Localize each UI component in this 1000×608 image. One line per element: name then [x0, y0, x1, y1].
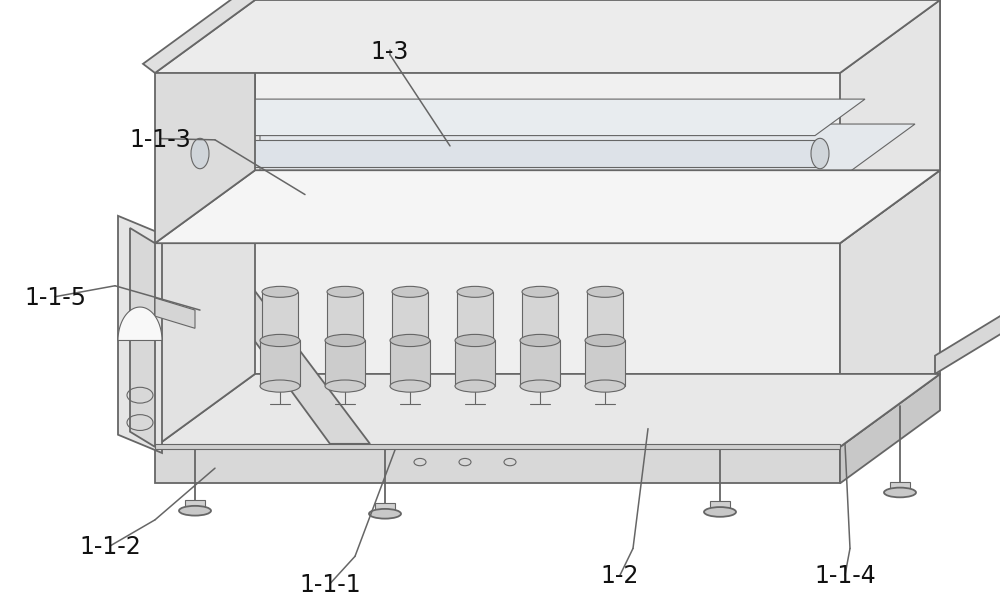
Ellipse shape: [522, 286, 558, 297]
Polygon shape: [255, 0, 940, 170]
Polygon shape: [118, 216, 162, 453]
Text: 1-2: 1-2: [601, 564, 639, 588]
Text: 1-1-1: 1-1-1: [299, 573, 361, 596]
Ellipse shape: [587, 286, 623, 297]
Ellipse shape: [585, 380, 625, 392]
Polygon shape: [155, 374, 940, 447]
Ellipse shape: [327, 335, 363, 346]
Ellipse shape: [392, 286, 428, 297]
Polygon shape: [392, 292, 428, 340]
Ellipse shape: [884, 488, 916, 497]
Ellipse shape: [457, 335, 493, 346]
Polygon shape: [155, 0, 255, 243]
Polygon shape: [520, 340, 560, 386]
Polygon shape: [175, 172, 925, 234]
Polygon shape: [155, 243, 840, 447]
Polygon shape: [260, 340, 300, 386]
Polygon shape: [840, 0, 940, 243]
Ellipse shape: [179, 506, 211, 516]
Text: 1-3: 1-3: [371, 40, 409, 63]
Polygon shape: [200, 140, 820, 167]
Ellipse shape: [390, 334, 430, 347]
Ellipse shape: [191, 139, 209, 169]
Text: 1-1-2: 1-1-2: [79, 535, 141, 559]
Ellipse shape: [262, 286, 298, 297]
Polygon shape: [205, 99, 865, 136]
Ellipse shape: [455, 380, 495, 392]
Polygon shape: [130, 228, 155, 447]
Polygon shape: [118, 307, 162, 340]
Polygon shape: [375, 503, 395, 510]
Polygon shape: [155, 0, 940, 73]
Text: 1-1-4: 1-1-4: [814, 564, 876, 588]
Ellipse shape: [327, 286, 363, 297]
Polygon shape: [890, 482, 910, 489]
Polygon shape: [167, 221, 370, 444]
Polygon shape: [840, 374, 940, 483]
Polygon shape: [155, 170, 940, 243]
Ellipse shape: [704, 507, 736, 517]
Polygon shape: [143, 0, 255, 73]
Ellipse shape: [390, 380, 430, 392]
Polygon shape: [710, 501, 730, 508]
Polygon shape: [840, 170, 940, 447]
Polygon shape: [185, 500, 205, 507]
Polygon shape: [262, 292, 298, 340]
Text: 1-1-3: 1-1-3: [129, 128, 191, 151]
Polygon shape: [175, 112, 260, 234]
Ellipse shape: [520, 334, 560, 347]
Polygon shape: [327, 292, 363, 340]
Ellipse shape: [587, 335, 623, 346]
Polygon shape: [390, 340, 430, 386]
Ellipse shape: [325, 380, 365, 392]
Polygon shape: [522, 292, 558, 340]
Polygon shape: [587, 292, 623, 340]
Ellipse shape: [585, 334, 625, 347]
Ellipse shape: [260, 380, 300, 392]
Ellipse shape: [325, 334, 365, 347]
Polygon shape: [185, 124, 915, 182]
Ellipse shape: [260, 334, 300, 347]
Ellipse shape: [455, 334, 495, 347]
Ellipse shape: [369, 509, 401, 519]
Ellipse shape: [520, 380, 560, 392]
Text: 1-1-5: 1-1-5: [24, 286, 86, 309]
Polygon shape: [457, 292, 493, 340]
Polygon shape: [585, 340, 625, 386]
Polygon shape: [455, 340, 495, 386]
Polygon shape: [155, 298, 195, 328]
Polygon shape: [155, 444, 840, 449]
Ellipse shape: [811, 139, 829, 169]
Ellipse shape: [522, 335, 558, 346]
Polygon shape: [155, 170, 255, 447]
Ellipse shape: [457, 286, 493, 297]
Polygon shape: [155, 447, 840, 483]
Ellipse shape: [392, 335, 428, 346]
Polygon shape: [935, 313, 1000, 374]
Polygon shape: [325, 340, 365, 386]
Ellipse shape: [262, 335, 298, 346]
